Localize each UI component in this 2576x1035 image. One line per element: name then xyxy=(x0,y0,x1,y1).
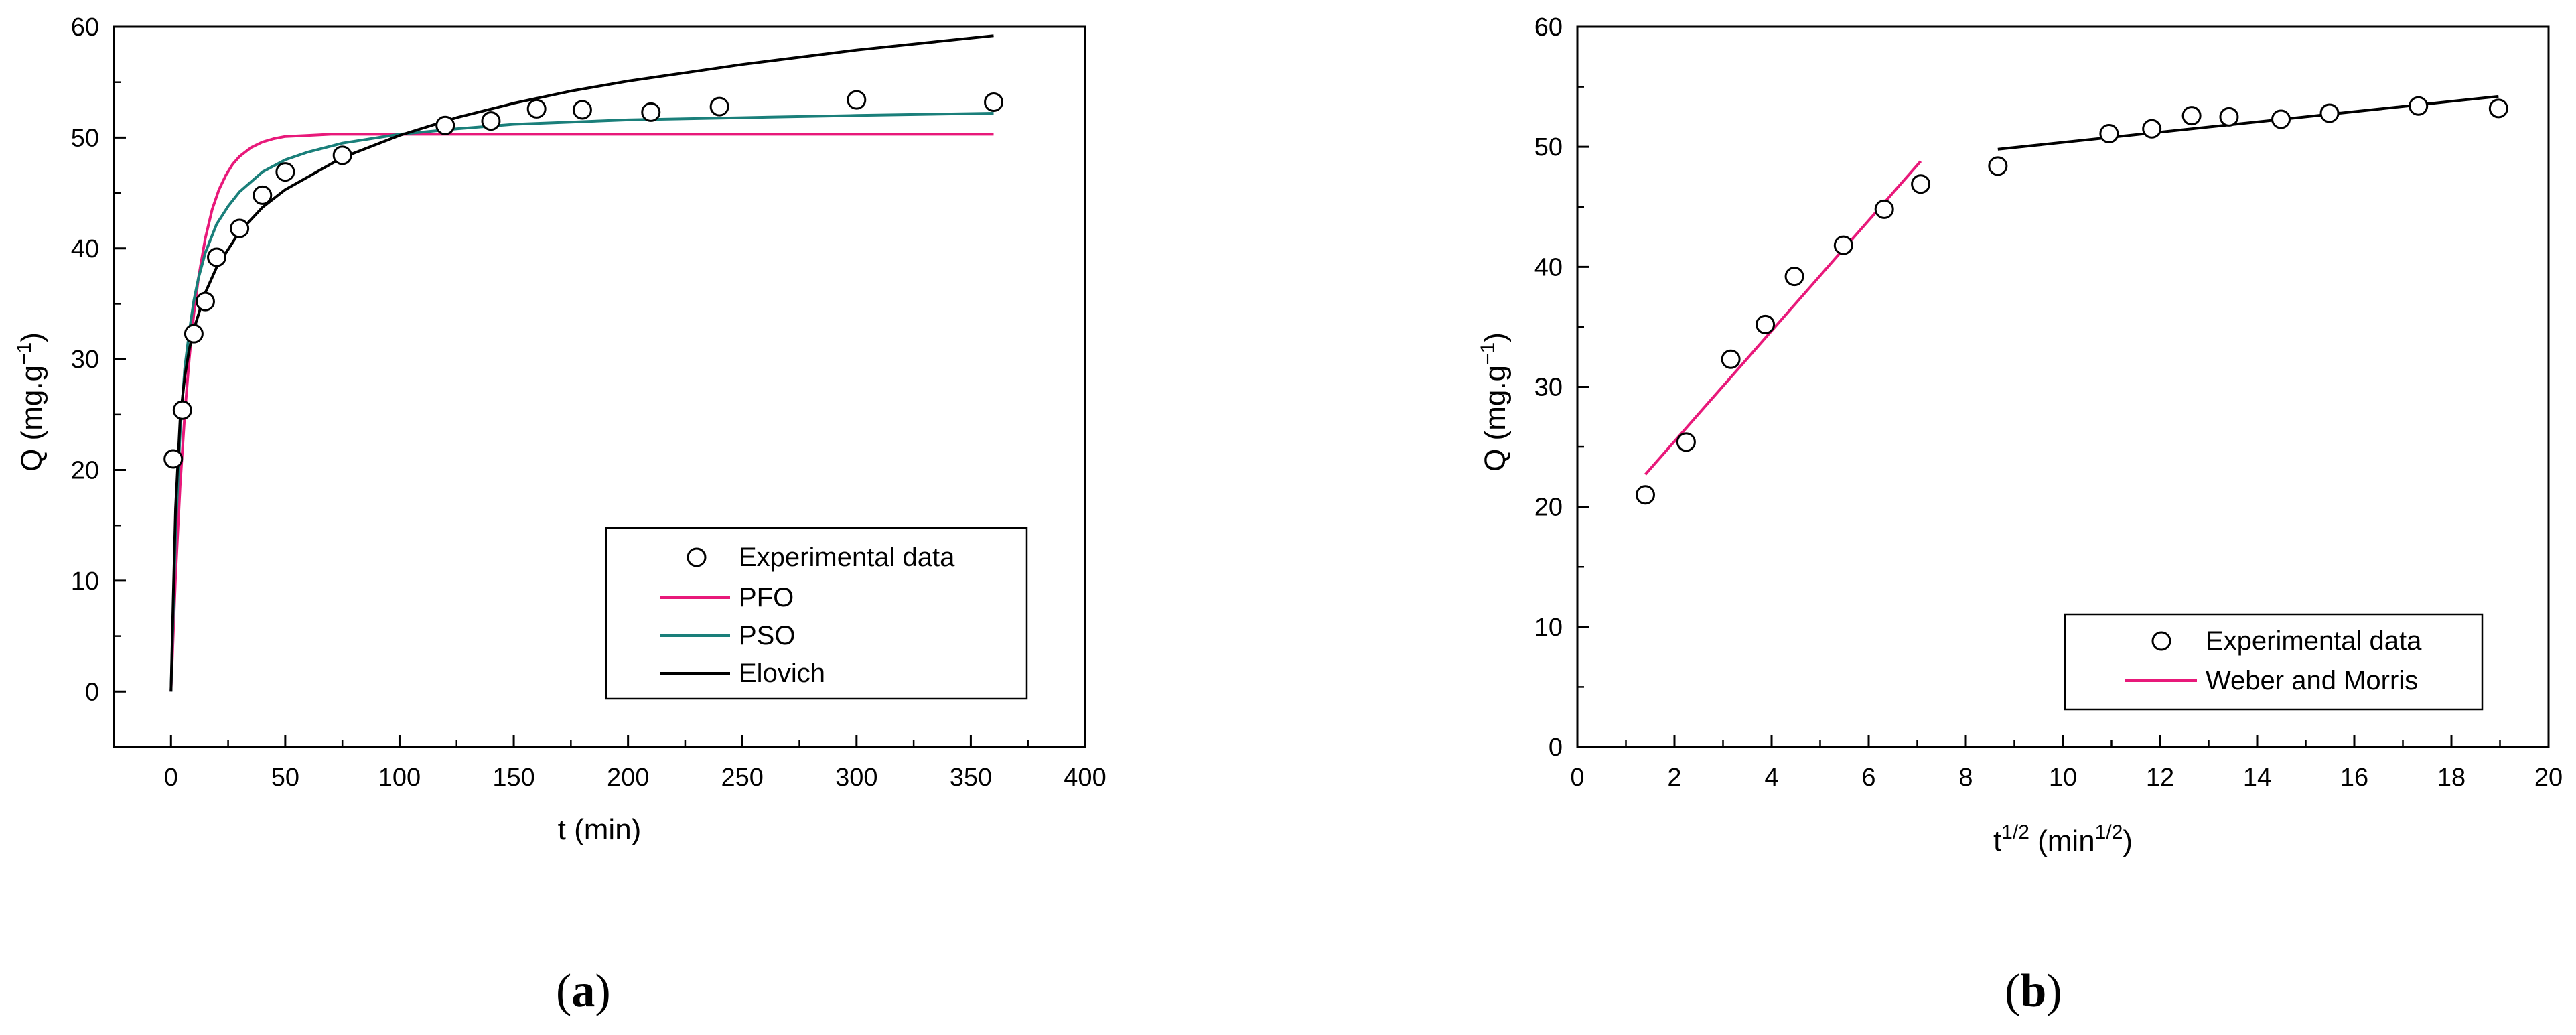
chart-b-x-tick-label: 4 xyxy=(1764,764,1778,792)
chart-b-point-experimental-data xyxy=(2319,103,2340,123)
chart-b-x-tick-label: 12 xyxy=(2146,764,2174,792)
chart-a-y-ticks: 0 10 20 30 40 50 60 xyxy=(71,13,126,706)
chart-a-x-ticks: 0 50 100 150 200 250 300 350 400 xyxy=(164,735,1106,792)
chart-a-x-tick-label: 0 xyxy=(164,764,178,792)
chart-a-panel-label: (a) xyxy=(556,965,611,1017)
chart-a-x-tick-label: 150 xyxy=(492,764,534,792)
chart-a-point-experimental-data xyxy=(253,185,273,205)
chart-b-x-tick-label: 10 xyxy=(2049,764,2077,792)
chart-b-point-experimental-data xyxy=(1911,174,1931,194)
chart-a-point-experimental-data xyxy=(709,96,729,117)
chart-b-x-tick-label: 14 xyxy=(2243,764,2271,792)
chart-b-x-tick-label: 2 xyxy=(1667,764,1681,792)
chart-a-legend-label-pso: PSO xyxy=(739,621,795,650)
chart-a-point-experimental-data xyxy=(172,400,192,420)
chart-b-point-experimental-data xyxy=(1756,314,1776,334)
chart-a-x-tick-label: 350 xyxy=(950,764,992,792)
chart-a-point-experimental-data xyxy=(572,100,592,120)
chart-a-point-experimental-data xyxy=(275,162,295,182)
chart-b-point-experimental-data xyxy=(2488,98,2508,119)
chart-a-point-experimental-data xyxy=(207,247,227,267)
chart-a-x-tick-label: 200 xyxy=(607,764,649,792)
chart-a-x-tick-label: 300 xyxy=(835,764,877,792)
chart-b-x-axis-title: t1/2 (min1/2) xyxy=(1993,821,2133,857)
chart-a-y-tick-label: 40 xyxy=(71,235,99,263)
chart-b-y-tick-label: 20 xyxy=(1534,494,1563,522)
chart-b-x-tick-label: 6 xyxy=(1861,764,1875,792)
chart-a-point-experimental-data xyxy=(195,291,215,312)
chart-a-x-axis-title: t (min) xyxy=(558,813,642,846)
chart-b-panel-label: (b) xyxy=(2005,965,2062,1017)
chart-b-legend: Experimental data Weber and Morris xyxy=(2064,613,2484,711)
chart-b-point-experimental-data xyxy=(2181,106,2202,126)
chart-b-line-weber-and-morris xyxy=(1644,160,1922,476)
chart-b-legend-box xyxy=(2064,613,2484,711)
chart-a-y-tick-label: 20 xyxy=(71,457,99,485)
chart-a-point-experimental-data xyxy=(163,449,184,469)
chart-b-point-experimental-data xyxy=(2219,107,2239,127)
chart-b-y-tick-label: 30 xyxy=(1534,374,1563,402)
chart-b-x-tick-label: 20 xyxy=(2534,764,2563,792)
chart-a-point-experimental-data xyxy=(847,90,867,110)
chart-b-point-experimental-data xyxy=(2271,109,2291,129)
chart-a-x-tick-label: 400 xyxy=(1064,764,1106,792)
chart-a-legend-label-experimental: Experimental data xyxy=(739,543,955,572)
chart-a-point-experimental-data xyxy=(435,115,455,135)
chart-b-y-axis-title: Q (mg.g−1) xyxy=(1477,332,1512,472)
chart-b-point-experimental-data xyxy=(2099,123,2119,143)
chart-a-legend-box xyxy=(605,527,1028,700)
chart-a-legend-marker-experimental xyxy=(687,547,707,567)
chart-a-line-pso xyxy=(169,112,994,692)
chart-a-point-experimental-data xyxy=(184,324,204,344)
chart-b-point-experimental-data xyxy=(2142,119,2162,139)
chart-b: 0 10 20 30 40 50 60 0 2 4 6 8 10 12 14 16 18 20 t1/2 (mi… xyxy=(1477,13,2563,1017)
chart-b-y-tick-label: 0 xyxy=(1549,734,1563,762)
chart-b-legend-label-weber-morris: Weber and Morris xyxy=(2206,666,2418,695)
chart-b-point-experimental-data xyxy=(2409,96,2429,116)
chart-b-legend-label-experimental: Experimental data xyxy=(2206,626,2422,656)
chart-a-point-experimental-data xyxy=(332,145,352,165)
chart-a-y-tick-label: 60 xyxy=(71,13,99,42)
chart-b-y-tick-label: 10 xyxy=(1534,614,1563,642)
chart-a-plot-frame xyxy=(113,25,1086,748)
chart-a-series xyxy=(163,34,1004,692)
chart-a-point-experimental-data xyxy=(230,218,250,238)
chart-b-y-tick-label: 40 xyxy=(1534,253,1563,281)
chart-b-legend-marker-experimental xyxy=(2151,631,2171,651)
chart-b-x-tick-label: 8 xyxy=(1958,764,1973,792)
chart-a-legend-label-pfo: PFO xyxy=(739,583,794,612)
chart-b-y-ticks: 0 10 20 30 40 50 60 xyxy=(1534,13,1589,762)
chart-b-y-tick-label: 60 xyxy=(1534,13,1563,42)
chart-a-point-experimental-data xyxy=(984,92,1004,112)
chart-a-y-tick-label: 10 xyxy=(71,567,99,596)
chart-a-point-experimental-data xyxy=(526,98,547,119)
chart-b-series xyxy=(1636,94,2508,505)
chart-b-point-experimental-data xyxy=(1721,349,1741,369)
chart-b-point-experimental-data xyxy=(1988,156,2008,176)
chart-a: 0 10 20 30 40 50 60 0 50 100 150 200 250 300 350 400 t… xyxy=(13,13,1106,1017)
chart-b-point-experimental-data xyxy=(1874,199,1894,219)
chart-b-point-experimental-data xyxy=(1676,432,1696,452)
chart-a-y-axis-title: Q (mg.g−1) xyxy=(13,332,48,472)
chart-b-y-tick-label: 50 xyxy=(1534,133,1563,161)
chart-a-x-tick-label: 100 xyxy=(378,764,421,792)
chart-b-x-tick-label: 0 xyxy=(1570,764,1584,792)
chart-a-legend: Experimental data PFO PSO Elovich xyxy=(605,527,1028,700)
chart-a-point-experimental-data xyxy=(641,102,661,122)
chart-b-point-experimental-data xyxy=(1784,267,1804,287)
chart-a-y-tick-label: 0 xyxy=(85,678,99,706)
chart-b-x-tick-label: 18 xyxy=(2437,764,2465,792)
chart-a-y-tick-label: 50 xyxy=(71,124,99,152)
chart-b-point-experimental-data xyxy=(1636,485,1655,505)
chart-a-point-experimental-data xyxy=(481,111,501,131)
chart-a-y-tick-label: 30 xyxy=(71,346,99,374)
chart-a-x-tick-label: 250 xyxy=(721,764,764,792)
chart-b-x-tick-label: 16 xyxy=(2340,764,2368,792)
chart-a-x-tick-label: 50 xyxy=(271,764,299,792)
chart-b-x-ticks: 0 2 4 6 8 10 12 14 16 18 20 xyxy=(1570,735,2563,792)
chart-a-legend-label-elovich: Elovich xyxy=(739,659,825,688)
chart-b-point-experimental-data xyxy=(1833,235,1853,255)
